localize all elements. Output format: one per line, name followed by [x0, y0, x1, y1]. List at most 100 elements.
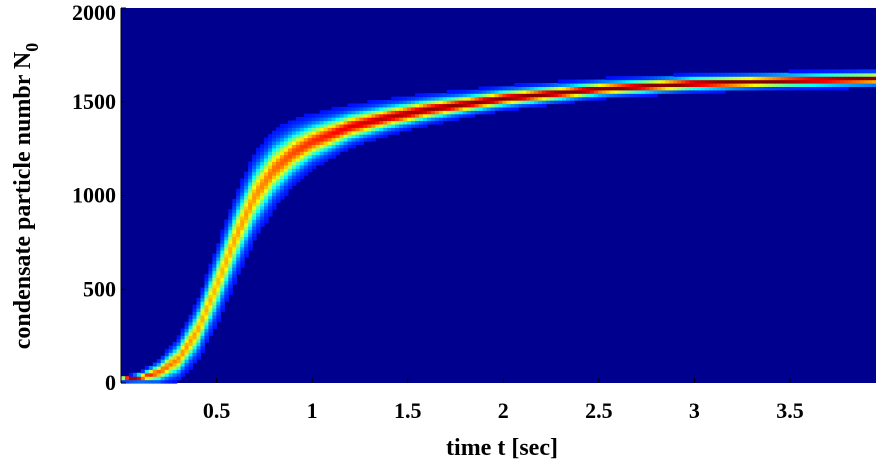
- heatmap-cell: [228, 209, 233, 214]
- heatmap-cell: [228, 270, 233, 275]
- heatmap-cell: [228, 287, 233, 292]
- heatmap-cell: [530, 83, 535, 88]
- heatmap-cell: [283, 181, 289, 186]
- heatmap-cell: [275, 188, 281, 193]
- heatmap-cell: [184, 352, 190, 357]
- heatmap-cell: [275, 192, 281, 197]
- heatmap-cell: [562, 93, 567, 98]
- heatmap-cell: [224, 297, 229, 302]
- heatmap-cell: [820, 79, 825, 84]
- heatmap-cell: [252, 161, 257, 166]
- heatmap-cell: [768, 79, 774, 84]
- heatmap-cell: [212, 301, 217, 306]
- heatmap-cell: [192, 359, 198, 364]
- heatmap-cell: [256, 151, 261, 156]
- heatmap-cell: [466, 113, 472, 118]
- heatmap-cell: [824, 83, 829, 88]
- heatmap-cell: [601, 89, 607, 94]
- heatmap-cell: [248, 175, 253, 180]
- heatmap-cell: [438, 110, 444, 115]
- heatmap-cell: [689, 86, 694, 91]
- heatmap-cell: [260, 151, 265, 156]
- heatmap-cell: [411, 110, 416, 115]
- heatmap-cell: [168, 345, 174, 350]
- heatmap-cell: [264, 168, 269, 173]
- heatmap-cell: [371, 100, 376, 105]
- heatmap-cell: [407, 113, 412, 118]
- heatmap-cell: [244, 202, 249, 207]
- heatmap-cell: [697, 83, 702, 88]
- heatmap-cell: [279, 175, 285, 180]
- heatmap-cell: [566, 79, 571, 84]
- heatmap-cell: [204, 318, 210, 323]
- heatmap-cell: [732, 76, 738, 81]
- heatmap-cell: [264, 147, 269, 152]
- heatmap-cell: [132, 379, 138, 384]
- heatmap-cell: [204, 321, 210, 326]
- heatmap-cell: [299, 175, 305, 180]
- heatmap-cell: [196, 314, 202, 319]
- heatmap-cell: [291, 151, 297, 156]
- heatmap-cell: [347, 110, 353, 115]
- heatmap-cell: [224, 229, 229, 234]
- heatmap-cell: [331, 110, 337, 115]
- heatmap-cell: [605, 86, 611, 91]
- heatmap-cell: [144, 365, 150, 370]
- heatmap-cell: [434, 106, 440, 111]
- heatmap-cell: [605, 79, 611, 84]
- heatmap-cell: [268, 151, 273, 156]
- heatmap-cell: [740, 79, 746, 84]
- heatmap-cell: [645, 93, 651, 98]
- heatmap-cell: [744, 76, 750, 81]
- heatmap-cell: [228, 250, 233, 255]
- heatmap-cell: [252, 168, 257, 173]
- heatmap-cell: [331, 137, 337, 142]
- heatmap-cell: [216, 311, 221, 316]
- heatmap-cell: [236, 222, 241, 227]
- heatmap-cell: [244, 209, 249, 214]
- heatmap-cell: [407, 96, 412, 101]
- heatmap-cell: [713, 83, 718, 88]
- heatmap-cell: [244, 195, 249, 200]
- heatmap-cell: [574, 89, 579, 94]
- heatmap-cell: [256, 212, 261, 217]
- heatmap-cell: [212, 311, 217, 316]
- heatmap-cell: [597, 86, 603, 91]
- heatmap-cell: [236, 192, 241, 197]
- heatmap-cell: [359, 137, 364, 142]
- heatmap-cell: [335, 117, 341, 122]
- heatmap-cell: [244, 246, 249, 251]
- heatmap-cell: [319, 117, 325, 122]
- heatmap-cell: [530, 89, 535, 94]
- heatmap-cell: [232, 273, 237, 278]
- heatmap-cell: [577, 96, 583, 101]
- heatmap-cell: [252, 164, 257, 169]
- heatmap-cell: [160, 369, 166, 374]
- heatmap-cell: [299, 161, 305, 166]
- heatmap-cell: [474, 89, 480, 94]
- heatmap-cell: [331, 144, 337, 149]
- heatmap-cell: [244, 233, 249, 238]
- heatmap-cell: [403, 106, 408, 111]
- heatmap-cell: [681, 76, 686, 81]
- heatmap-cell: [244, 215, 249, 220]
- heatmap-cell: [184, 338, 190, 343]
- heatmap-cell: [172, 345, 178, 350]
- heatmap-cell: [462, 113, 468, 118]
- heatmap-cell: [824, 79, 829, 84]
- heatmap-cell: [264, 164, 269, 169]
- heatmap-cell: [192, 355, 198, 360]
- heatmap-cell: [232, 236, 237, 241]
- heatmap-cell: [510, 100, 515, 105]
- heatmap-cell: [212, 277, 217, 282]
- heatmap-cell: [371, 120, 376, 125]
- heatmap-cell: [184, 362, 190, 367]
- heatmap-cell: [434, 93, 440, 98]
- heatmap-cell: [490, 100, 496, 105]
- heatmap-cell: [160, 359, 166, 364]
- heatmap-cell: [514, 103, 519, 108]
- heatmap-cell: [299, 117, 305, 122]
- heatmap-cell: [212, 314, 217, 319]
- heatmap-cell: [307, 113, 313, 118]
- heatmap-cell: [200, 348, 206, 353]
